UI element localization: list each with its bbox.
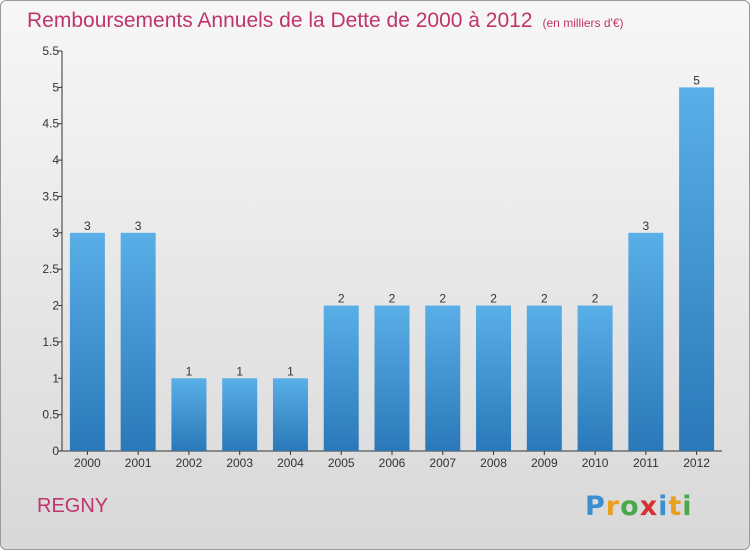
chart-title: Remboursements Annuels de la Dette de 20… bbox=[27, 9, 624, 33]
data-label: 3 bbox=[135, 219, 142, 233]
y-tick-label: 3.5 bbox=[42, 189, 59, 203]
data-label: 2 bbox=[490, 292, 497, 306]
brand-logo: Proxiti bbox=[585, 491, 693, 522]
brand-letter: P bbox=[585, 491, 606, 522]
place-label: REGNY bbox=[37, 495, 109, 517]
bar-2008 bbox=[476, 305, 512, 451]
data-label: 1 bbox=[287, 364, 294, 378]
bar-2002 bbox=[171, 378, 207, 451]
bar-2004 bbox=[272, 378, 308, 451]
bar-2006 bbox=[374, 305, 410, 451]
y-tick-label: 3 bbox=[52, 226, 59, 240]
bar-2005 bbox=[323, 305, 359, 451]
brand-letter: t bbox=[668, 491, 683, 522]
x-tick-label: 2005 bbox=[328, 456, 355, 470]
x-tick-label: 2006 bbox=[379, 456, 406, 470]
x-tick-label: 2007 bbox=[429, 456, 456, 470]
x-tick-label: 2001 bbox=[125, 456, 152, 470]
chart-bars bbox=[69, 87, 715, 451]
x-tick-label: 2010 bbox=[582, 456, 609, 470]
x-tick-label: 2009 bbox=[531, 456, 558, 470]
x-tick-label: 2003 bbox=[226, 456, 253, 470]
data-label: 2 bbox=[592, 292, 599, 306]
data-label: 3 bbox=[84, 219, 91, 233]
x-tick-label: 2012 bbox=[683, 456, 710, 470]
bar-2012 bbox=[679, 87, 715, 451]
data-label: 2 bbox=[389, 292, 396, 306]
y-tick-label: 2.5 bbox=[42, 262, 59, 276]
y-tick-label: 5 bbox=[52, 80, 59, 94]
data-label: 2 bbox=[338, 292, 345, 306]
bar-2011 bbox=[628, 232, 664, 451]
data-label: 5 bbox=[693, 73, 700, 87]
brand-letter: i bbox=[658, 491, 669, 522]
x-tick-label: 2004 bbox=[277, 456, 304, 470]
bar-2007 bbox=[425, 305, 461, 451]
y-tick-label: 4.5 bbox=[42, 117, 59, 131]
y-tick-label: 0.5 bbox=[42, 408, 59, 422]
y-tick-label: 4 bbox=[52, 153, 59, 167]
brand-letter: i bbox=[682, 491, 693, 522]
bar-2003 bbox=[222, 378, 258, 451]
y-tick-label: 1 bbox=[52, 371, 59, 385]
y-tick-label: 0 bbox=[52, 444, 59, 458]
bar-2001 bbox=[120, 232, 156, 451]
x-tick-label: 2002 bbox=[176, 456, 203, 470]
x-tick-label: 2008 bbox=[480, 456, 507, 470]
data-label: 3 bbox=[643, 219, 650, 233]
y-tick-label: 2 bbox=[52, 299, 59, 313]
bar-2009 bbox=[526, 305, 562, 451]
chart-labels: 2000 3 2001 3 2002 1 2003 1 2004 1 2005 2 2006 2 2007 2… bbox=[74, 73, 710, 470]
x-tick-label: 2000 bbox=[74, 456, 101, 470]
brand-letter: o bbox=[620, 491, 640, 522]
brand-letter: r bbox=[605, 491, 621, 522]
y-tick-label: 5.5 bbox=[42, 44, 59, 58]
data-label: 2 bbox=[439, 292, 446, 306]
data-label: 1 bbox=[186, 364, 193, 378]
bar-2000 bbox=[69, 232, 105, 451]
bar-2010 bbox=[577, 305, 613, 451]
data-label: 1 bbox=[236, 364, 243, 378]
data-label: 2 bbox=[541, 292, 548, 306]
chart-title-text: Remboursements Annuels de la Dette de 20… bbox=[27, 9, 533, 32]
y-tick-label: 1.5 bbox=[42, 335, 59, 349]
brand-letter: x bbox=[639, 491, 659, 522]
x-tick-label: 2011 bbox=[633, 456, 659, 470]
chart-subtitle: (en milliers d'€) bbox=[542, 16, 624, 30]
